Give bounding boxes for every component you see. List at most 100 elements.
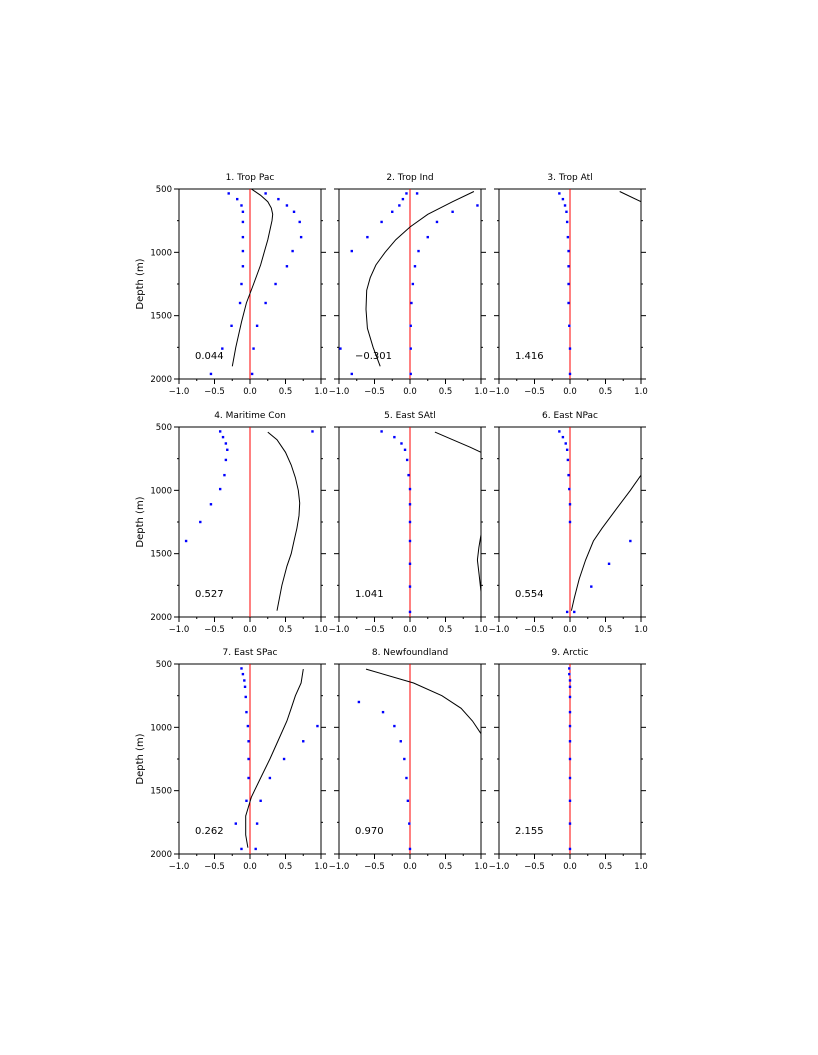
data-point [391, 210, 394, 213]
data-point [558, 430, 561, 433]
x-tick-label: 0.0 [563, 387, 577, 397]
data-point [241, 672, 245, 676]
data-point [277, 197, 280, 201]
data-point [568, 487, 571, 491]
panel-title: 1. Trop Pac [226, 173, 275, 183]
data-point [255, 822, 259, 825]
data-point [409, 372, 412, 376]
data-point [245, 799, 248, 802]
data-point [221, 435, 225, 439]
data-point [282, 757, 286, 761]
panel-annotation: 1.416 [515, 351, 544, 362]
data-point [573, 610, 576, 614]
x-tick-label: −1.0 [169, 625, 190, 635]
x-tick-label: 1.0 [474, 387, 488, 397]
panel-title: 8. Newfoundland [372, 648, 448, 658]
profile-curve-secondary [476, 534, 481, 592]
y-axis-label: Depth (m) [135, 258, 146, 309]
x-tick-label: 0.0 [403, 862, 417, 872]
data-point [567, 301, 570, 305]
x-tick-label: −1.0 [489, 625, 510, 635]
panel-title: 4. Maritime Con [214, 411, 286, 421]
profile-curve [365, 668, 481, 734]
panel-title: 3. Trop Atl [547, 173, 592, 183]
panel-annotation: 2.155 [515, 826, 544, 837]
data-point [381, 710, 385, 714]
data-point [476, 204, 479, 207]
panel-2: 2. Trop Ind −1.0 −0.5 0.0 0.5 1.0 −0.301 [329, 173, 488, 397]
data-point [607, 562, 611, 565]
plot-content [209, 189, 303, 379]
data-point [568, 503, 572, 506]
panel-annotation: 0.527 [195, 589, 224, 600]
profile-curve [267, 431, 301, 611]
x-tick-label: 1.0 [474, 625, 488, 635]
data-point [435, 220, 439, 224]
data-point [209, 503, 213, 506]
plot-content [558, 427, 641, 617]
data-point [565, 220, 569, 224]
data-point [566, 458, 570, 462]
y-tick-label: 1500 [150, 787, 172, 797]
y-tick-label: 1000 [150, 248, 172, 258]
data-point [246, 724, 250, 728]
x-tick-label: −1.0 [489, 387, 510, 397]
data-point [247, 776, 250, 780]
x-tick-label: 0.5 [279, 625, 293, 635]
panel-annotation: 0.554 [515, 589, 544, 600]
data-point [380, 220, 383, 224]
data-point [243, 679, 246, 682]
x-tick-label: 1.0 [314, 387, 328, 397]
plot-content [558, 189, 641, 379]
x-tick-label: 0.5 [599, 862, 613, 872]
data-point [565, 448, 569, 451]
x-tick-label: 0.5 [599, 625, 613, 635]
x-tick-label: −0.5 [524, 625, 545, 635]
data-point [568, 822, 572, 825]
x-tick-label: −0.5 [204, 625, 225, 635]
data-point [561, 197, 565, 201]
data-point [223, 473, 226, 477]
profile-curve [570, 474, 641, 611]
data-point [568, 799, 572, 802]
data-point [291, 249, 294, 253]
data-point [568, 847, 572, 851]
data-point [184, 539, 188, 543]
data-point [567, 249, 570, 253]
x-tick-label: −1.0 [169, 862, 190, 872]
data-point [230, 324, 233, 327]
data-point [316, 724, 319, 728]
data-point [224, 458, 228, 462]
y-tick-label: 1500 [150, 312, 172, 322]
data-point [274, 282, 277, 286]
data-point [302, 740, 305, 743]
y-axis-label: Depth (m) [135, 496, 146, 547]
data-point [380, 430, 383, 433]
data-point [400, 442, 403, 445]
y-tick-label: 2000 [150, 850, 172, 860]
data-point [568, 520, 572, 524]
profile-curve [245, 669, 304, 848]
data-point [568, 347, 572, 350]
data-point [568, 710, 572, 714]
data-point [403, 757, 406, 761]
data-point [408, 585, 412, 588]
y-tick-label: 2000 [150, 613, 172, 623]
data-point [568, 667, 571, 670]
panel-title: 2. Trop Ind [386, 173, 433, 183]
data-point [565, 210, 568, 213]
data-point [564, 442, 567, 445]
x-tick-label: −1.0 [329, 862, 350, 872]
data-point [243, 685, 247, 688]
data-point [568, 372, 572, 376]
x-tick-label: −1.0 [489, 862, 510, 872]
data-point [408, 503, 412, 506]
data-point [408, 562, 412, 565]
panel-annotation: 1.041 [355, 589, 384, 600]
panel-title: 6. East NPac [542, 411, 598, 421]
panel-title: 9. Arctic [551, 648, 588, 658]
x-tick-label: −1.0 [329, 625, 350, 635]
plot-content [184, 427, 314, 617]
data-point [568, 740, 572, 743]
x-tick-label: 0.0 [243, 625, 257, 635]
